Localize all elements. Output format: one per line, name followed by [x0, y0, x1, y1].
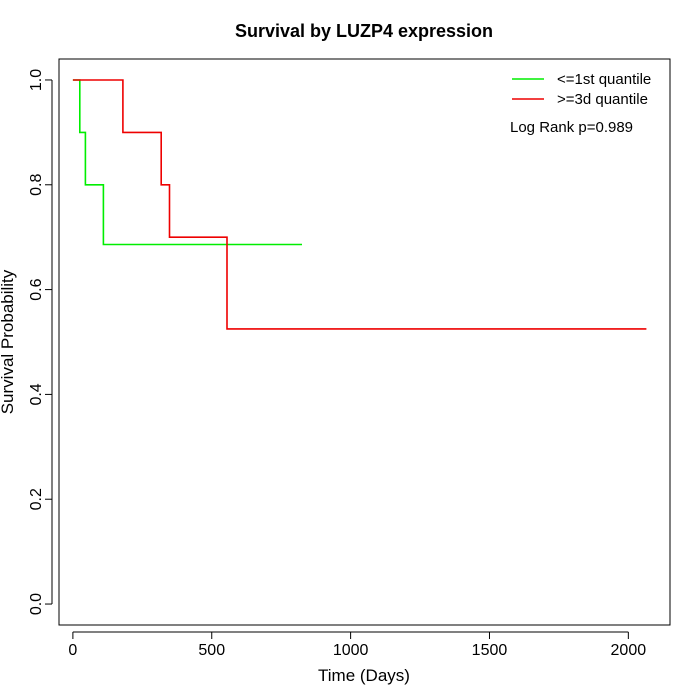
- x-tick-label: 500: [198, 642, 225, 659]
- y-tick-label: 0.2: [28, 488, 45, 510]
- y-axis-label: Survival Probability: [0, 269, 17, 414]
- plot-frame: [58, 58, 671, 626]
- x-tick-label: 2000: [611, 642, 647, 659]
- y-tick-label: 0.8: [28, 174, 45, 196]
- y-axis: 0.0 0.2 0.4 0.6 0.8 1.0: [28, 69, 53, 615]
- x-tick-label: 1500: [472, 642, 508, 659]
- legend-label-2: >=3d quantile: [557, 91, 648, 108]
- y-tick-label: 0.0: [28, 593, 45, 615]
- chart-title: Survival by LUZP4 expression: [235, 21, 493, 41]
- x-tick-label: 1000: [333, 642, 369, 659]
- y-tick-label: 0.6: [28, 278, 45, 300]
- y-tick-label: 0.4: [28, 383, 45, 405]
- x-axis-label: Time (Days): [318, 666, 410, 685]
- legend-label-1: <=1st quantile: [557, 71, 651, 88]
- legend: <=1st quantile >=3d quantile: [512, 71, 651, 108]
- series-line-2: [72, 79, 647, 330]
- x-tick-label: 0: [68, 642, 77, 659]
- series-layer: [72, 79, 647, 330]
- y-tick-label: 1.0: [28, 69, 45, 91]
- series-line-1: [72, 79, 302, 246]
- x-axis: 0 500 1000 1500 2000: [68, 631, 647, 659]
- log-rank-annotation: Log Rank p=0.989: [510, 119, 633, 136]
